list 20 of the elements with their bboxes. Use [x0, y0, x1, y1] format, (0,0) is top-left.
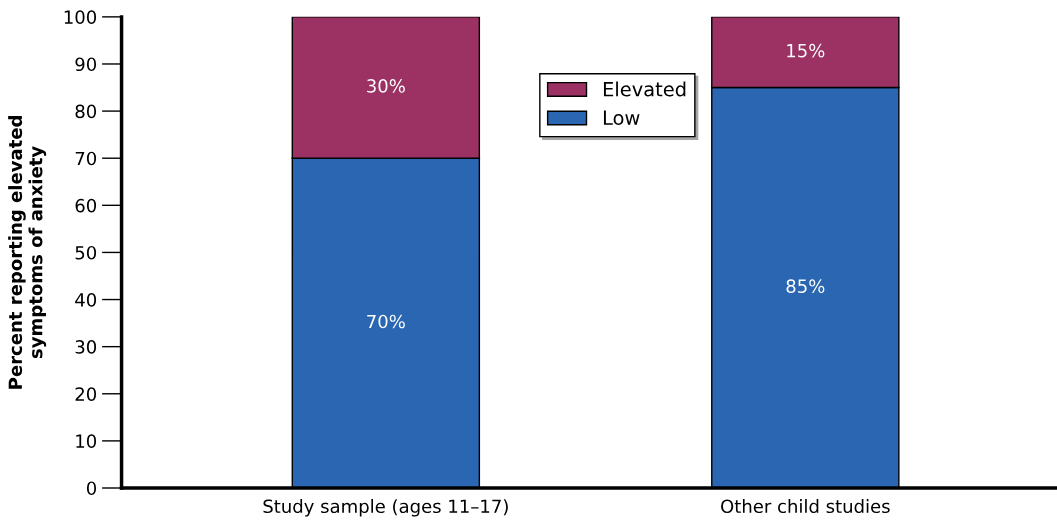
y-tick-label: 30 [75, 340, 97, 354]
data-label: 85% [786, 279, 825, 294]
x-tick-label: Other child studies [721, 499, 890, 514]
y-tick-label: 10 [76, 434, 97, 448]
y-tick-label: 80 [75, 104, 97, 119]
data-label: 70% [367, 314, 405, 329]
legend-label: Elevated [603, 81, 686, 97]
x-tick-label: Study sample (ages 11–17) [263, 499, 508, 517]
y-tick-label: 0 [86, 481, 97, 496]
y-tick-label: 90 [75, 57, 97, 72]
y-tick-label: 40 [75, 293, 97, 307]
data-label: 30% [367, 79, 405, 93]
data-label: 15% [787, 43, 825, 58]
y-tick-label: 70 [75, 151, 97, 166]
legend-label: Low [603, 110, 640, 126]
y-axis-title: Percent reporting elevated symptoms of anxiety [8, 116, 47, 389]
y-tick-label: 20 [75, 387, 97, 401]
y-tick-label: 100 [64, 10, 97, 24]
y-tick-label: 50 [75, 245, 97, 260]
y-tick-label: 60 [75, 198, 97, 213]
